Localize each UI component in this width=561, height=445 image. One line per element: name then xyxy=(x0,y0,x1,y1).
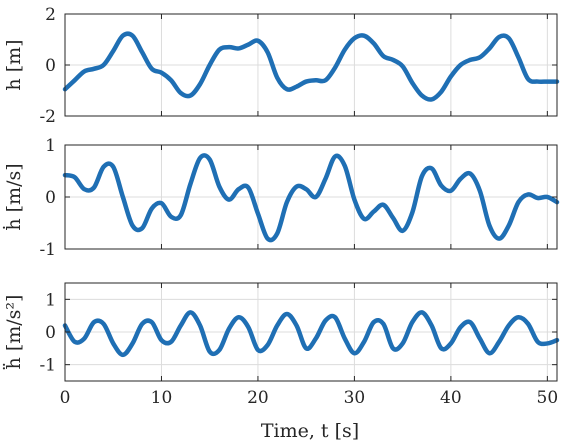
y-tick-label: 0 xyxy=(45,188,56,208)
y-axis-label: ḧ [m/s²] xyxy=(2,295,25,370)
y-tick-label: 0 xyxy=(45,56,56,76)
x-tick-label: 30 xyxy=(344,388,366,408)
x-tick-label: 20 xyxy=(247,388,269,408)
series-line xyxy=(62,153,560,243)
y-tick-label: 2 xyxy=(45,5,56,25)
y-axis-label: ḣ [m/s] xyxy=(2,163,25,230)
x-axis-label: Time, t [s] xyxy=(261,420,359,442)
y-tick-label: -1 xyxy=(39,240,56,260)
x-tick-label: 0 xyxy=(60,388,71,408)
series-line xyxy=(62,31,560,102)
panel-h: -2 0 2 h [m] xyxy=(3,5,560,127)
x-tick-label: 40 xyxy=(440,388,462,408)
panel-h-dot: -1 0 1 ḣ [m/s] xyxy=(2,136,560,260)
series-line xyxy=(62,310,560,358)
x-tick-label: 10 xyxy=(151,388,173,408)
y-tick-label: 1 xyxy=(45,290,56,310)
y-axis-label: h [m] xyxy=(3,39,25,90)
y-tick-label: -1 xyxy=(39,356,56,376)
y-tick-label: 1 xyxy=(45,136,56,156)
y-tick-label: -2 xyxy=(39,107,56,127)
y-tick-label: 0 xyxy=(45,323,56,343)
x-tick-label: 50 xyxy=(537,388,559,408)
